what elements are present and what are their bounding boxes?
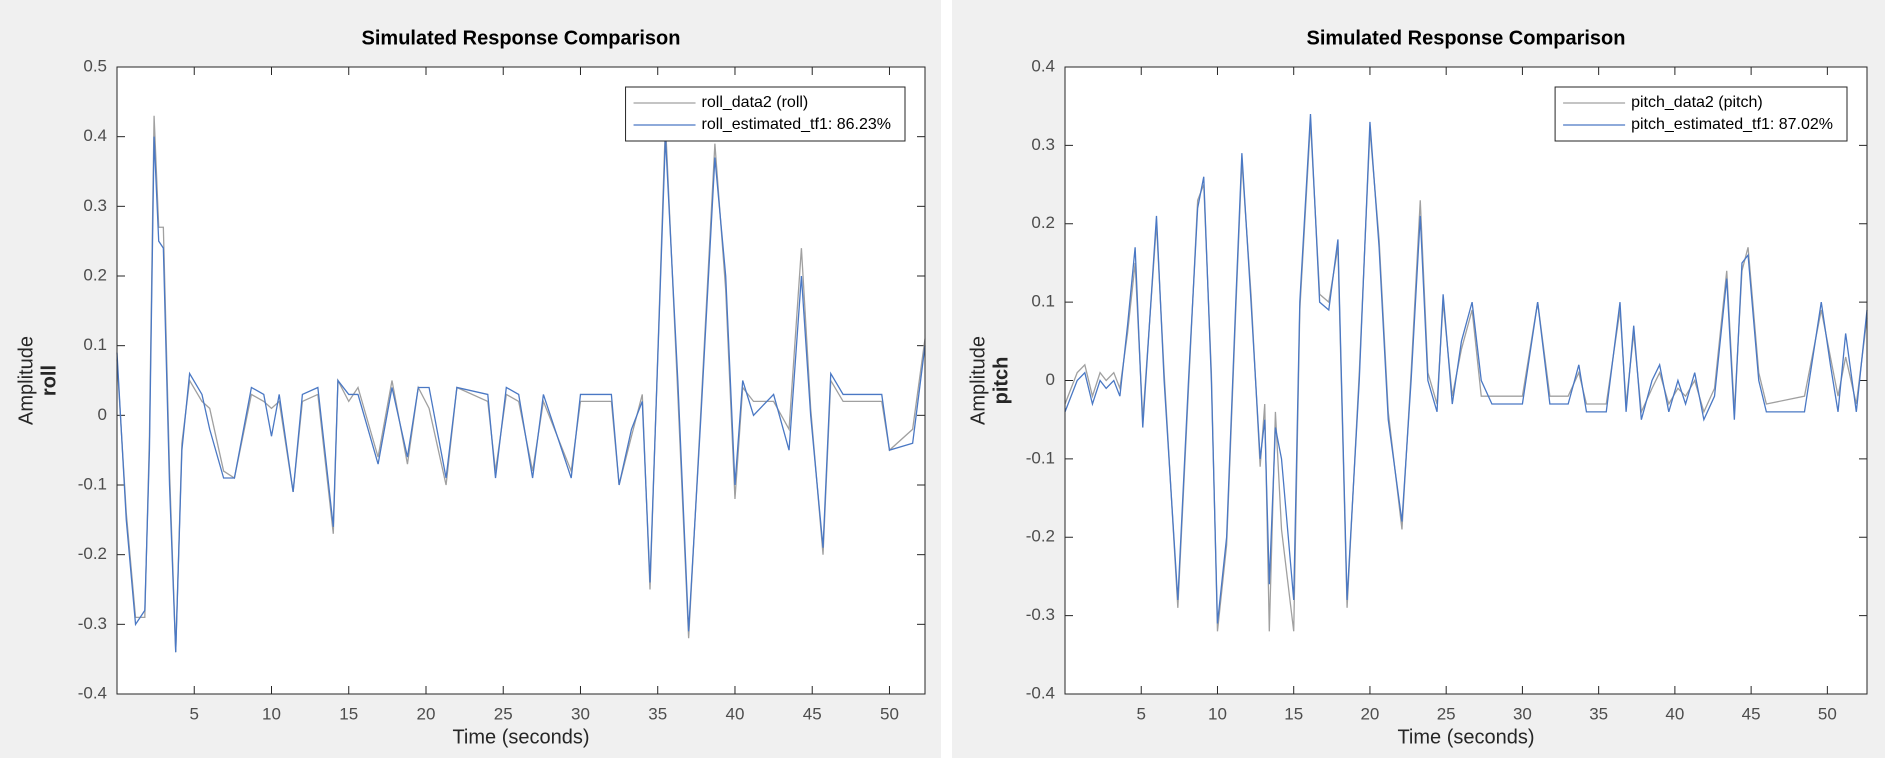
- x-tick-label: 40: [726, 704, 745, 723]
- x-tick-label: 15: [1284, 704, 1303, 723]
- legend-label: pitch_estimated_tf1: 87.02%: [1631, 116, 1833, 133]
- x-tick-label: 50: [880, 704, 899, 723]
- x-tick-label: 50: [1818, 704, 1837, 723]
- y-tick-label: -0.3: [1026, 605, 1055, 624]
- x-axis-label: Time (seconds): [452, 726, 589, 748]
- legend-box: [625, 86, 906, 142]
- x-tick-label: 45: [803, 704, 822, 723]
- y-tick-label: -0.4: [78, 683, 107, 702]
- y-tick-label: 0.2: [83, 265, 107, 284]
- y-tick-label: 0.1: [1031, 292, 1055, 311]
- axes: [1065, 67, 1867, 694]
- x-tick-label: 15: [339, 704, 358, 723]
- y-tick-label: 0: [1046, 370, 1055, 389]
- x-tick-label: 30: [1513, 704, 1532, 723]
- x-tick-label: 5: [1137, 704, 1146, 723]
- y-tick-label: -0.2: [78, 544, 107, 563]
- x-tick-label: 20: [417, 704, 436, 723]
- x-tick-label: 5: [190, 704, 199, 723]
- x-tick-label: 35: [1589, 704, 1608, 723]
- y-tick-label: 0.4: [83, 126, 107, 145]
- y-tick-label: 0.4: [1031, 56, 1055, 75]
- legend: roll_data2 (roll) roll_estimated_tf1: 86.…: [625, 86, 906, 142]
- y-tick-label: -0.3: [78, 614, 107, 633]
- y-tick-label: 0: [98, 405, 107, 424]
- x-axis-label: Time (seconds): [1397, 726, 1534, 748]
- y-channel-label: pitch: [990, 357, 1012, 405]
- y-tick-label: -0.2: [1026, 527, 1055, 546]
- y-tick-label: 0.2: [1031, 213, 1055, 232]
- x-tick-label: 20: [1360, 704, 1379, 723]
- axes-box: [1064, 66, 1868, 695]
- series-line: [116, 136, 926, 653]
- axes: [117, 67, 925, 694]
- y-tick-label: 0.5: [83, 56, 107, 75]
- legend: pitch_data2 (pitch) pitch_estimated_tf1: …: [1554, 86, 1848, 142]
- y-axis-label: Amplitude: [967, 336, 989, 425]
- y-tick-label: 0.3: [83, 196, 107, 215]
- x-tick-label: 10: [262, 704, 281, 723]
- y-channel-label: roll: [38, 365, 60, 396]
- legend-label: roll_data2 (roll): [702, 94, 809, 111]
- x-tick-label: 40: [1665, 704, 1684, 723]
- y-tick-label: 0.3: [1031, 135, 1055, 154]
- x-tick-label: 35: [648, 704, 667, 723]
- axes-box: [116, 66, 926, 695]
- chart-title: Simulated Response Comparison: [362, 27, 681, 49]
- x-tick-label: 25: [1437, 704, 1456, 723]
- legend-label: pitch_data2 (pitch): [1631, 94, 1763, 111]
- series-line: [1064, 113, 1868, 624]
- y-tick-label: -0.1: [78, 474, 107, 493]
- x-tick-label: 30: [571, 704, 590, 723]
- x-tick-label: 25: [494, 704, 513, 723]
- y-tick-label: 0.1: [83, 335, 107, 354]
- y-tick-label: -0.1: [1026, 448, 1055, 467]
- legend-label: roll_estimated_tf1: 86.23%: [702, 116, 891, 133]
- y-tick-label: -0.4: [1026, 683, 1055, 702]
- legend-box: [1554, 86, 1848, 142]
- x-tick-label: 45: [1742, 704, 1761, 723]
- chart-title: Simulated Response Comparison: [1307, 27, 1626, 49]
- x-tick-label: 10: [1208, 704, 1227, 723]
- y-axis-label: Amplitude: [15, 336, 37, 425]
